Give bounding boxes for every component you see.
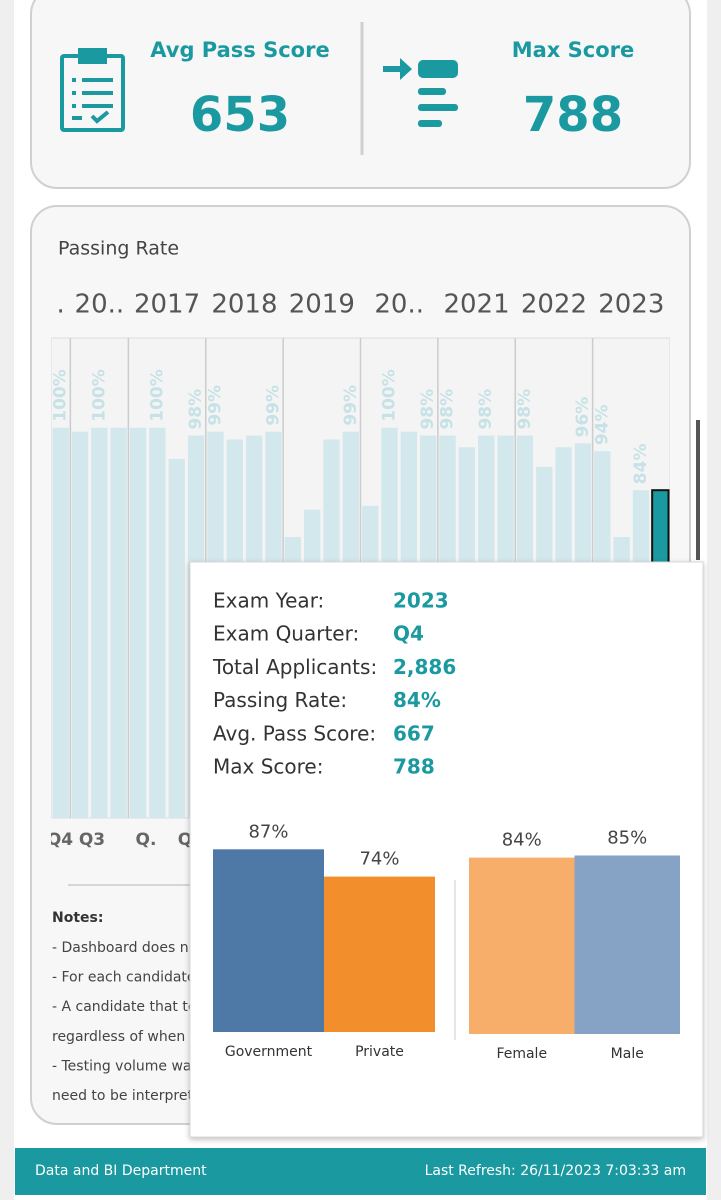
tooltip-value: 84%	[393, 688, 441, 712]
clipboard-icon	[60, 48, 125, 132]
tooltip-label: Passing Rate:	[213, 688, 347, 712]
tooltip-value: Q4	[393, 622, 424, 646]
bar	[71, 431, 89, 818]
quarter-label: Q3	[79, 830, 105, 850]
bar	[324, 876, 435, 1032]
tooltip: Exam Year: 2023 Exam Quarter: Q4 Total Appli…	[189, 561, 704, 1138]
note-line: regardless of when	[52, 1029, 185, 1045]
category-label: Government	[225, 1044, 313, 1060]
year-label: 2019	[289, 290, 355, 320]
tooltip-value: 2023	[393, 589, 449, 613]
quarter-label: Q.	[136, 830, 157, 850]
sort-icon	[383, 58, 458, 127]
value-label: 100%	[147, 369, 167, 422]
chart-title: Passing Rate	[58, 238, 179, 260]
footer-left: Data and BI Department	[35, 1163, 207, 1179]
year-label: 2022	[521, 290, 587, 320]
tooltip-value: 2,886	[393, 655, 456, 679]
quarter-label: Q4	[47, 830, 73, 850]
category-label: Female	[496, 1046, 547, 1062]
value-label: 98%	[418, 389, 438, 430]
bar	[574, 855, 680, 1034]
value-label: 96%	[573, 397, 593, 438]
value-label: 74%	[359, 849, 399, 870]
year-label: 2021	[443, 290, 509, 320]
value-label: 85%	[607, 828, 647, 849]
category-label: Male	[611, 1046, 644, 1062]
kpi-value: 788	[523, 87, 623, 143]
value-label: 94%	[592, 404, 612, 445]
value-label: 99%	[341, 385, 361, 426]
tooltip-value: 667	[393, 721, 435, 745]
year-label: 20..	[75, 290, 125, 320]
footer-right: Last Refresh: 26/11/2023 7:03:33 am	[425, 1163, 686, 1179]
kpi-label: Max Score	[512, 38, 635, 62]
note-line: need to be interpret	[52, 1088, 193, 1104]
bar	[91, 427, 108, 818]
value-label: 87%	[248, 821, 288, 842]
value-label: 100%	[89, 369, 109, 422]
tooltip-label: Avg. Pass Score:	[213, 721, 376, 745]
value-label: 98%	[476, 389, 496, 430]
notes-title: Notes:	[52, 910, 103, 926]
value-label: 84%	[631, 443, 651, 484]
left-edge	[0, 0, 14, 1200]
value-label: 98%	[438, 389, 458, 430]
tooltip-label: Exam Year:	[213, 589, 324, 613]
bar	[213, 849, 324, 1032]
footer	[15, 1148, 706, 1195]
note-line: - A candidate that to	[52, 999, 196, 1015]
year-label: 2018	[211, 290, 277, 320]
tooltip-value: 788	[393, 755, 435, 779]
note-line: - Dashboard does no	[52, 940, 197, 956]
tooltip-label: Total Applicants:	[212, 655, 377, 679]
bar	[149, 427, 166, 818]
note-line: - Testing volume wa	[52, 1058, 192, 1074]
value-label: 99%	[263, 385, 283, 426]
notes: - Dashboard does no - For each candidate -…	[52, 940, 197, 1104]
value-label: 98%	[186, 389, 206, 430]
right-edge	[707, 0, 721, 1200]
kpi-label: Avg Pass Score	[150, 38, 329, 62]
category-label: Private	[355, 1044, 404, 1060]
year-label: .	[57, 290, 65, 320]
note-line: - For each candidate	[52, 970, 196, 986]
year-label: 2023	[598, 290, 664, 320]
bar	[110, 427, 127, 818]
year-label: 20..	[374, 290, 424, 320]
value-label: 84%	[502, 830, 542, 851]
tooltip-label: Exam Quarter:	[213, 622, 359, 646]
quarter-label: Q	[178, 830, 192, 850]
value-label: 100%	[51, 369, 71, 422]
scrollbar	[696, 420, 700, 560]
bar	[168, 458, 185, 818]
value-label: 99%	[205, 385, 225, 426]
tooltip-label: Max Score:	[213, 755, 323, 779]
bar	[52, 427, 69, 818]
bar	[129, 427, 147, 818]
year-label: 2017	[134, 290, 200, 320]
value-label: 100%	[380, 369, 400, 422]
value-label: 98%	[515, 389, 535, 430]
bar	[469, 857, 575, 1034]
kpi-value: 653	[190, 87, 290, 143]
